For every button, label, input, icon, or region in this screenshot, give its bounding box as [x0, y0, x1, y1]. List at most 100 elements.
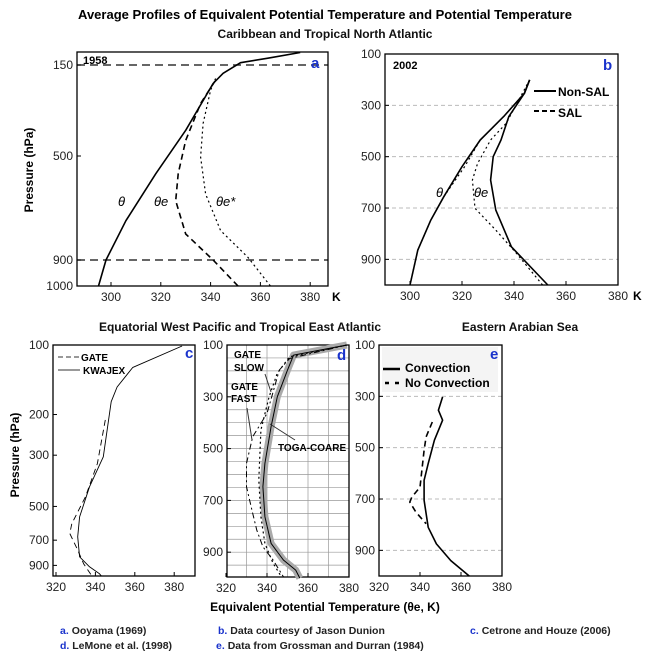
panel-c-letter: c	[185, 345, 193, 362]
theta-label-b: θ	[436, 185, 443, 200]
series--e	[174, 79, 239, 287]
y-tick-label: 700	[29, 533, 49, 547]
legend-sal: SAL	[558, 106, 582, 120]
panel-c-annotations: c GATE KWAJEX	[58, 345, 193, 377]
series-gate-fast	[246, 344, 348, 578]
y-tick-label: 700	[203, 493, 223, 507]
legend-non-sal: Non-SAL	[558, 85, 609, 99]
legend-kwajex: KWAJEX	[83, 366, 126, 377]
x-unit-label: K	[633, 289, 642, 303]
credit-e: e. Data from Grossman and Durran (1984)	[216, 640, 424, 652]
x-axis-label: Equivalent Potential Temperature (θe, K)	[210, 600, 440, 614]
x-tick-label: 380	[339, 581, 359, 595]
credit-a: a. Ooyama (1969)	[60, 625, 146, 637]
x-unit-label: K	[332, 290, 341, 304]
panel-e: 320 340 360 380 100 300 500 700 900	[355, 338, 512, 594]
y-tick-label: 150	[53, 58, 73, 72]
series--e-	[200, 78, 271, 287]
panel-b-letter: b	[603, 57, 612, 74]
series--	[97, 51, 301, 287]
legend-convection: Convection	[405, 361, 470, 375]
theta-e-label-b: θe	[474, 185, 488, 200]
plot-frame	[52, 344, 196, 577]
y-tick-label: 900	[361, 252, 381, 266]
panel-a: 300 320 340 360 380 K 150 500 900 1000	[46, 51, 341, 304]
plot-frame	[378, 344, 503, 577]
panel-a-year: 1958	[83, 55, 107, 67]
x-tick-label: 300	[101, 290, 121, 304]
theta-e-star-label: θe*	[216, 194, 236, 209]
label-gate-fast-1: GATE	[231, 382, 258, 393]
y-tick-label: 900	[203, 545, 223, 559]
panel-b: 300 320 340 360 380 K 100 300 500 700 900	[361, 47, 642, 303]
panel-e-annotations: e Convection No Convection	[382, 346, 498, 392]
panel-c: 320 340 360 380 100 200 300 500 700 900	[29, 338, 196, 594]
panel-a-letter: a	[311, 55, 320, 72]
label-gate-slow-2: SLOW	[234, 363, 265, 374]
panel-b-annotations: 2002 b θ θe Non-SAL SAL	[393, 57, 612, 200]
label-toga-coare: TOGA-COARE	[278, 443, 346, 454]
x-tick-label: 380	[608, 289, 628, 303]
x-tick-label: 320	[452, 289, 472, 303]
plot-frame	[76, 51, 329, 287]
credits: a. Ooyama (1969) d. LeMone et al. (1998)…	[60, 625, 611, 652]
x-tick-label: 360	[298, 581, 318, 595]
label-gate-slow-1: GATE	[234, 350, 261, 361]
series-convection	[423, 396, 470, 577]
plot-frame	[384, 53, 619, 286]
x-tick-label: 380	[492, 580, 512, 594]
y-tick-label: 700	[361, 201, 381, 215]
y-tick-label: 500	[355, 441, 375, 455]
y-tick-label: 300	[361, 98, 381, 112]
panel-b-year: 2002	[393, 60, 417, 72]
series--e-non-sal	[489, 79, 549, 286]
series-kwajex	[77, 345, 183, 577]
y-tick-label: 100	[203, 338, 223, 352]
y-tick-label: 900	[355, 543, 375, 557]
credit-c: c. Cetrone and Houze (2006)	[470, 625, 611, 637]
y-tick-label: 100	[355, 338, 375, 352]
y-tick-label: 900	[53, 253, 73, 267]
y-tick-label: 100	[361, 47, 381, 61]
x-tick-label: 380	[164, 580, 184, 594]
y-tick-label: 700	[355, 492, 375, 506]
y-tick-label: 300	[203, 390, 223, 404]
panel-e-letter: e	[490, 346, 498, 363]
theta-label: θ	[118, 194, 125, 209]
x-tick-label: 340	[257, 581, 277, 595]
x-tick-label: 360	[125, 580, 145, 594]
label-gate-fast-2: FAST	[231, 394, 257, 405]
series-gate	[69, 419, 106, 576]
series--non-sal	[409, 79, 531, 286]
x-tick-label: 320	[46, 580, 66, 594]
y-tick-label: 1000	[46, 279, 73, 293]
y-axis-label-bottom: Pressure (hPa)	[8, 413, 22, 498]
panel-d-letter: d	[337, 347, 346, 364]
series-no-convection	[409, 421, 434, 525]
y-tick-label: 500	[29, 499, 49, 513]
subtitle-bottom-right: Eastern Arabian Sea	[462, 320, 579, 334]
x-tick-label: 340	[85, 580, 105, 594]
x-tick-label: 320	[151, 290, 171, 304]
x-tick-label: 360	[250, 290, 270, 304]
credit-d: d. LeMone et al. (1998)	[60, 640, 172, 652]
y-tick-label: 300	[29, 448, 49, 462]
figure-title: Average Profiles of Equivalent Potential…	[78, 7, 572, 22]
panel-a-annotations: 1958 a θ θe θe*	[83, 55, 320, 209]
panel-d: 320 340 360 380 100 300 500 700 900	[203, 338, 359, 595]
x-tick-label: 320	[369, 580, 389, 594]
x-tick-label: 360	[556, 289, 576, 303]
x-tick-label: 300	[400, 289, 420, 303]
y-tick-label: 900	[29, 558, 49, 572]
y-tick-label: 500	[203, 442, 223, 456]
x-tick-label: 340	[201, 290, 221, 304]
subtitle-bottom-left: Equatorial West Pacific and Tropical Eas…	[99, 320, 381, 334]
x-tick-label: 360	[451, 580, 471, 594]
panel-d-annotations: d GATE SLOW GATE FAST TOGA-COARE	[231, 347, 346, 454]
subtitle-top: Caribbean and Tropical North Atlantic	[218, 27, 433, 41]
series--e-sal	[471, 79, 544, 286]
x-tick-label: 320	[216, 581, 236, 595]
x-tick-label: 340	[504, 289, 524, 303]
x-tick-label: 380	[300, 290, 320, 304]
